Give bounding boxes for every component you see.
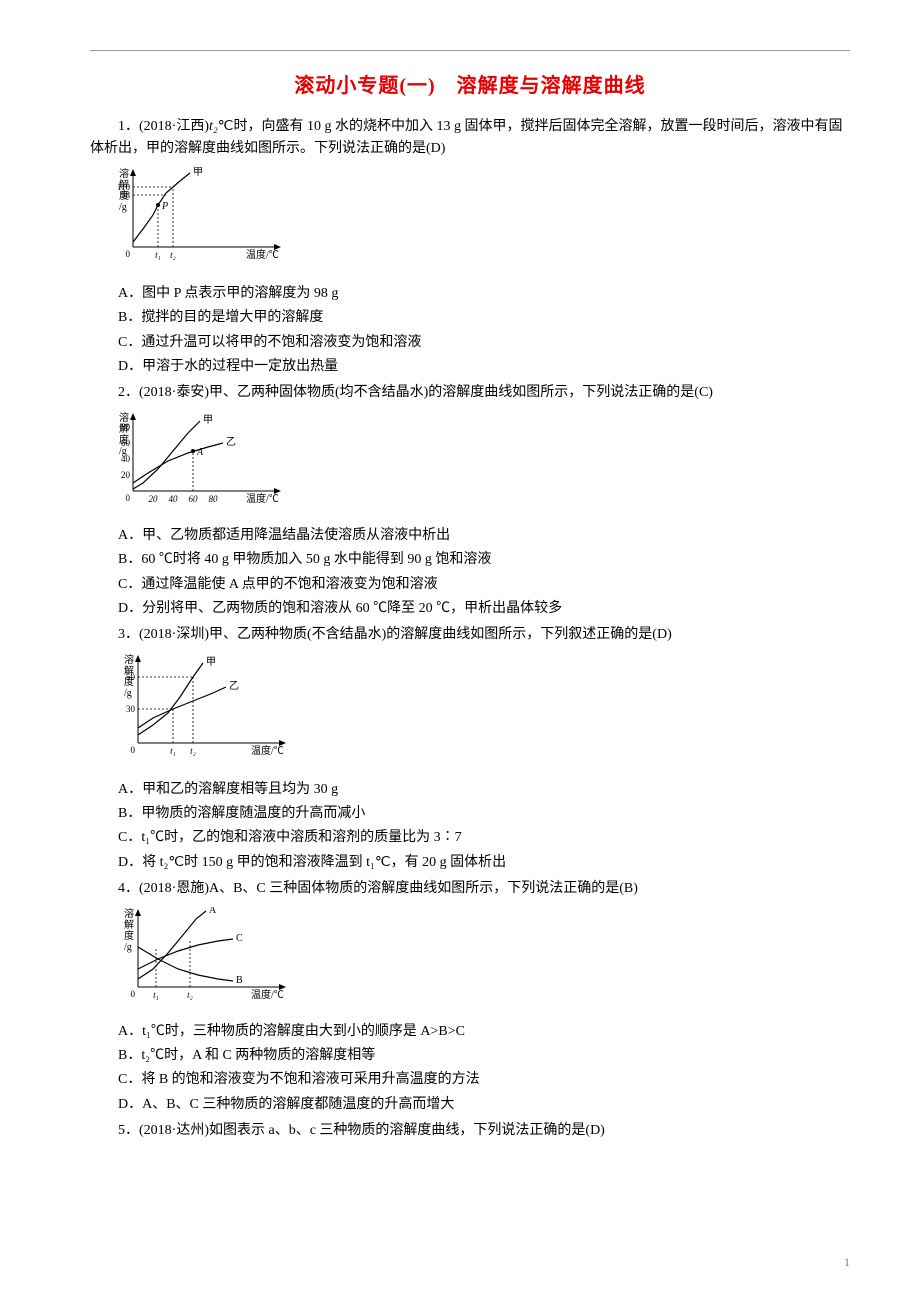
option: D．分别将甲、乙两物质的饱和溶液从 60 ℃降至 20 ℃，甲析出晶体较多	[118, 598, 850, 620]
svg-text:温度/℃: 温度/℃	[246, 248, 279, 261]
svg-text:t₁: t₁	[170, 746, 176, 756]
chart-container: A C Bt₁ t₂ 0 溶解度/g 温度/℃	[118, 907, 850, 1015]
svg-text:度: 度	[124, 929, 134, 942]
svg-text:40: 40	[169, 494, 179, 504]
stem-text: ．(2018·深圳)甲、乙两种物质(不含结晶水)的溶解度曲线如图所示，下列叙述正…	[125, 627, 672, 642]
svg-text:P: P	[161, 201, 168, 212]
question-stem: 1．(2018·江西)t₂℃时，向盛有 10 g 水的烧杯中加入 13 g 固体…	[90, 116, 850, 161]
svg-text:温度/℃: 温度/℃	[246, 492, 279, 505]
svg-text:20: 20	[121, 470, 131, 480]
chart-container: 甲乙A20406080204060800溶解度/g温度/℃	[118, 411, 850, 519]
question-number: 1	[118, 119, 125, 134]
page-title: 滚动小专题(一) 溶解度与溶解度曲线	[90, 70, 850, 102]
svg-text:溶: 溶	[124, 653, 134, 666]
solubility-chart: 甲乙A20406080204060800溶解度/g温度/℃	[118, 411, 288, 519]
svg-text:20: 20	[149, 494, 159, 504]
option: B．t₂℃时，A 和 C 两种物质的溶解度相等	[118, 1045, 850, 1067]
solubility-chart: A C Bt₁ t₂ 0 溶解度/g 温度/℃	[118, 907, 293, 1015]
option: B．甲物质的溶解度随温度的升高而减小	[118, 803, 850, 825]
stem-text: ．(2018·江西)	[125, 119, 209, 134]
option: C．通过降温能使 A 点甲的不饱和溶液变为饱和溶液	[118, 574, 850, 596]
svg-text:A: A	[209, 907, 217, 916]
svg-text:80: 80	[209, 494, 219, 504]
option: B．搅拌的目的是增大甲的溶解度	[118, 307, 850, 329]
stem-text: ．(2018·泰安)甲、乙两种固体物质(均不含结晶水)的溶解度曲线如图所示，下列…	[125, 385, 713, 400]
question-stem: 4．(2018·恩施)A、B、C 三种固体物质的溶解度曲线如图所示，下列说法正确…	[90, 878, 850, 900]
question-stem: 3．(2018·深圳)甲、乙两种物质(不含结晶水)的溶解度曲线如图所示，下列叙述…	[90, 624, 850, 646]
option: C．通过升温可以将甲的不饱和溶液变为饱和溶液	[118, 332, 850, 354]
question-number: 5	[118, 1123, 125, 1138]
svg-text:/g: /g	[119, 446, 127, 457]
svg-text:/g: /g	[124, 942, 132, 953]
svg-text:甲: 甲	[203, 415, 213, 426]
stem-text: ．(2018·达州)如图表示 a、b、c 三种物质的溶解度曲线，下列说法正确的是…	[125, 1123, 605, 1138]
svg-text:30: 30	[126, 704, 136, 714]
svg-text:/g: /g	[119, 202, 127, 213]
question-stem: 2．(2018·泰安)甲、乙两种固体物质(均不含结晶水)的溶解度曲线如图所示，下…	[90, 382, 850, 404]
svg-text:0: 0	[131, 989, 136, 999]
option: A．图中 P 点表示甲的溶解度为 98 g	[118, 283, 850, 305]
svg-text:t₂: t₂	[170, 250, 176, 260]
option: D．甲溶于水的过程中一定放出热量	[118, 356, 850, 378]
svg-text:A: A	[196, 447, 204, 458]
svg-text:度: 度	[119, 189, 129, 202]
chart-container: 甲乙3050t₁t₂0溶解度/g温度/℃	[118, 653, 850, 773]
svg-text:解: 解	[124, 664, 134, 677]
svg-text:度: 度	[124, 675, 134, 688]
question-number: 4	[118, 881, 125, 896]
option: A．t₁℃时，三种物质的溶解度由大到小的顺序是 A>B>C	[118, 1021, 850, 1043]
svg-text:0: 0	[131, 745, 136, 755]
option: A．甲和乙的溶解度相等且均为 30 g	[118, 779, 850, 801]
svg-text:温度/℃: 温度/℃	[251, 744, 284, 757]
svg-text:温度/℃: 温度/℃	[251, 988, 284, 1001]
option: B．60 ℃时将 40 g 甲物质加入 50 g 水中能得到 90 g 饱和溶液	[118, 549, 850, 571]
svg-text:解: 解	[119, 422, 129, 435]
svg-text:t₂: t₂	[187, 990, 193, 1000]
svg-text:t₁: t₁	[155, 250, 161, 260]
svg-text:甲: 甲	[193, 167, 203, 178]
solubility-chart: 甲乙3050t₁t₂0溶解度/g温度/℃	[118, 653, 293, 773]
stem-text: ．(2018·恩施)A、B、C 三种固体物质的溶解度曲线如图所示，下列说法正确的…	[125, 881, 638, 896]
svg-text:解: 解	[119, 178, 129, 191]
option: C．将 B 的饱和溶液变为不饱和溶液可采用升高温度的方法	[118, 1069, 850, 1091]
chart-container: 甲P98110t₁t₂0溶解度/g温度/℃	[118, 167, 850, 277]
question-stem: 5．(2018·达州)如图表示 a、b、c 三种物质的溶解度曲线，下列说法正确的…	[90, 1120, 850, 1142]
svg-text:t₁: t₁	[153, 990, 159, 1000]
svg-text:C: C	[236, 933, 243, 944]
option: C．t₁℃时，乙的饱和溶液中溶质和溶剂的质量比为 3∶7	[118, 827, 850, 849]
solubility-chart: 甲P98110t₁t₂0溶解度/g温度/℃	[118, 167, 288, 277]
option: D．A、B、C 三种物质的溶解度都随温度的升高而增大	[118, 1094, 850, 1116]
svg-text:/g: /g	[124, 688, 132, 699]
question-number: 2	[118, 385, 125, 400]
svg-text:度: 度	[119, 433, 129, 446]
svg-text:60: 60	[189, 494, 199, 504]
svg-text:B: B	[236, 975, 243, 986]
question-number: 3	[118, 627, 125, 642]
svg-text:解: 解	[124, 918, 134, 931]
svg-text:溶: 溶	[119, 411, 129, 424]
svg-text:0: 0	[126, 249, 131, 259]
option: A．甲、乙物质都适用降温结晶法使溶质从溶液中析出	[118, 525, 850, 547]
svg-text:乙: 乙	[229, 680, 239, 692]
svg-text:乙: 乙	[226, 436, 236, 448]
svg-text:t₂: t₂	[190, 746, 196, 756]
svg-text:溶: 溶	[119, 167, 129, 180]
svg-text:甲: 甲	[206, 657, 216, 668]
svg-text:0: 0	[126, 493, 131, 503]
page-number: 1	[844, 1253, 850, 1272]
option: D．将 t₂℃时 150 g 甲的饱和溶液降温到 t₁℃，有 20 g 固体析出	[118, 852, 850, 874]
svg-text:溶: 溶	[124, 907, 134, 920]
